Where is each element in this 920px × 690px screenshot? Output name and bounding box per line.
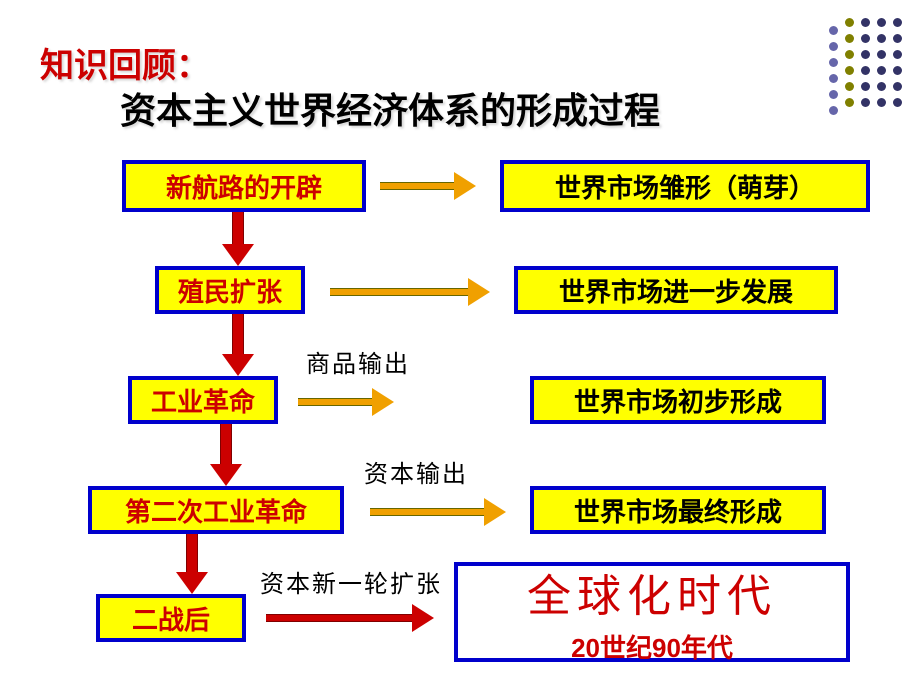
stage-box-b4: 第二次工业革命	[88, 486, 344, 534]
arrow-down-0	[222, 212, 254, 266]
final-box-globalization: 全球化时代 20世纪90年代	[454, 562, 850, 662]
arrow-down-1	[222, 314, 254, 376]
decoration-dot	[861, 82, 870, 91]
decoration-dot	[893, 34, 902, 43]
arrow-right-0	[380, 172, 476, 200]
decoration-dot	[829, 58, 838, 67]
arrow-down-3	[176, 534, 208, 594]
decoration-dot	[861, 18, 870, 27]
decoration-dot	[829, 26, 838, 35]
annotation-label-1: 资本输出	[364, 454, 468, 489]
decoration-dot	[877, 50, 886, 59]
decoration-dot	[893, 66, 902, 75]
decoration-dot	[845, 66, 854, 75]
decoration-dot	[877, 34, 886, 43]
annotation-label-0: 商品输出	[306, 344, 410, 379]
arrow-right-2	[298, 388, 394, 416]
result-box-r1: 世界市场雏形（萌芽）	[500, 160, 870, 212]
stage-box-b5: 二战后	[96, 594, 246, 642]
stage-box-b1: 新航路的开辟	[122, 160, 366, 212]
decoration-dot	[861, 34, 870, 43]
final-box-line2: 20世纪90年代	[571, 628, 733, 665]
decoration-dot	[845, 50, 854, 59]
decoration-dot	[861, 66, 870, 75]
decoration-dot	[829, 90, 838, 99]
decoration-dot	[893, 18, 902, 27]
stage-box-b2: 殖民扩张	[155, 266, 305, 314]
decoration-dot	[861, 98, 870, 107]
decoration-dot	[877, 18, 886, 27]
stage-box-b3: 工业革命	[128, 376, 278, 424]
result-box-r2: 世界市场进一步发展	[514, 266, 838, 314]
decoration-dot	[845, 34, 854, 43]
decoration-dot	[893, 82, 902, 91]
decoration-dot	[829, 106, 838, 115]
decoration-dot	[829, 74, 838, 83]
decoration-dot	[829, 42, 838, 51]
arrow-right-4	[266, 604, 434, 632]
decoration-dot	[877, 66, 886, 75]
result-box-r4: 世界市场最终形成	[530, 486, 826, 534]
decoration-dot	[861, 50, 870, 59]
arrow-right-1	[330, 278, 490, 306]
arrow-right-3	[370, 498, 506, 526]
annotation-label-2: 资本新一轮扩张	[260, 564, 442, 599]
title-subtitle: 资本主义世界经济体系的形成过程	[120, 82, 660, 134]
title-knowledge-review: 知识回顾：	[40, 38, 210, 87]
decoration-dot	[845, 82, 854, 91]
decoration-dot	[877, 82, 886, 91]
result-box-r3: 世界市场初步形成	[530, 376, 826, 424]
decoration-dot	[845, 18, 854, 27]
decoration-dot	[893, 50, 902, 59]
final-box-line1: 全球化时代	[527, 560, 777, 624]
decoration-dot	[893, 98, 902, 107]
decoration-dot	[877, 98, 886, 107]
decoration-dot	[845, 98, 854, 107]
arrow-down-2	[210, 424, 242, 486]
